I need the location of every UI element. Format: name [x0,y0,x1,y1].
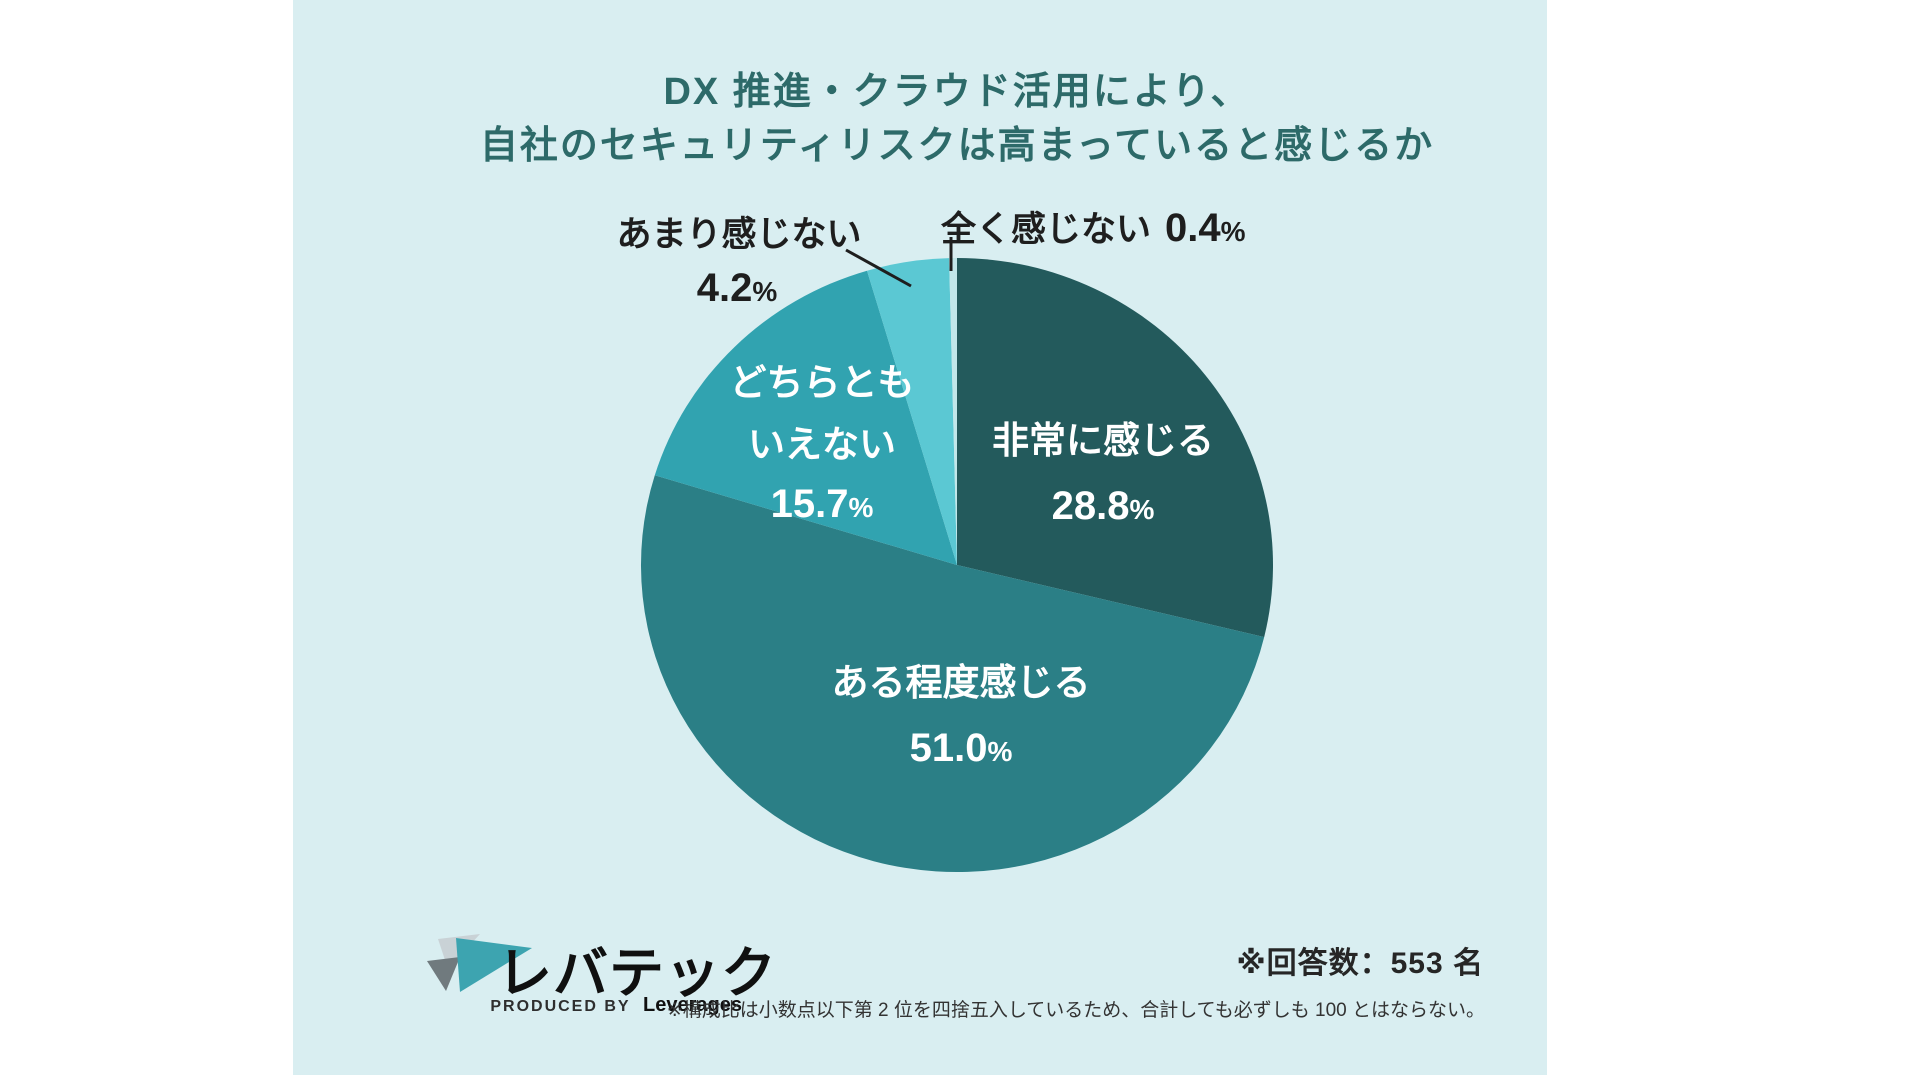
pie-slice-1 [640,475,1265,873]
percent-sign: % [752,276,778,307]
label-mattaku-kanjinai: 全く感じない 0.4% [941,201,1246,252]
label-dochiratomo-line2: いえない [748,424,896,465]
percent-sign: % [848,492,874,523]
rounding-disclaimer: ※構成比は小数点以下第 2 位を四捨五入しているため、合計しても必ずしも 100… [666,1000,1485,1021]
percent-sign: % [1220,216,1246,247]
leader-line-amari [845,248,912,288]
chart-title-line1: DX 推進・クラウド活用により、 [663,71,1251,113]
label-dochiratomo-line1: どちらとも [729,362,915,403]
value-dochiratomo-number: 15.7 [770,482,849,526]
chart-title-line2: 自社のセキュリティリスクは高まっていると感じるか [479,125,1435,167]
produced-by-text: PRODUCED BY [490,998,631,1015]
label-hijou-kanjiru: 非常に感じる 28.8% [992,410,1214,529]
pie-slice-4 [949,258,957,565]
levtech-logo-text: レバテック [497,942,778,1004]
pie-slice-0 [957,258,1274,638]
percent-sign: % [987,736,1013,767]
leverages-text: Leverages [643,994,742,1016]
pie-slice-3 [867,258,957,565]
levtech-logo-subtitle: PRODUCED BY Leverages [430,994,742,1017]
value-amari-number: 4.2 [696,266,753,310]
label-dochiratomo: どちらとも いえない 15.7% [730,352,915,527]
value-mattaku-number: 0.4 [1165,206,1221,250]
levtech-logo-icon [427,934,532,992]
label-aruteido-text: ある程度感じる [831,662,1091,703]
value-dochiratomo: 15.7% [730,482,915,527]
value-aruteido: 51.0% [832,726,1091,771]
percent-sign: % [1129,494,1155,525]
pie-slice-2 [654,270,957,565]
label-aruteido-kanjiru: ある程度感じる 51.0% [832,652,1091,771]
label-hijou-text: 非常に感じる [992,420,1214,461]
value-hijou: 28.8% [992,484,1214,529]
value-hijou-number: 28.8 [1051,484,1130,528]
label-amari-kanjinai: あまり感じない [616,215,862,254]
value-amari-kanjinai: 4.2% [697,266,778,311]
value-aruteido-number: 51.0 [909,726,988,770]
respondents-note: ※回答数：553 名 [1236,947,1484,980]
label-mattaku-text: 全く感じない [941,210,1152,249]
